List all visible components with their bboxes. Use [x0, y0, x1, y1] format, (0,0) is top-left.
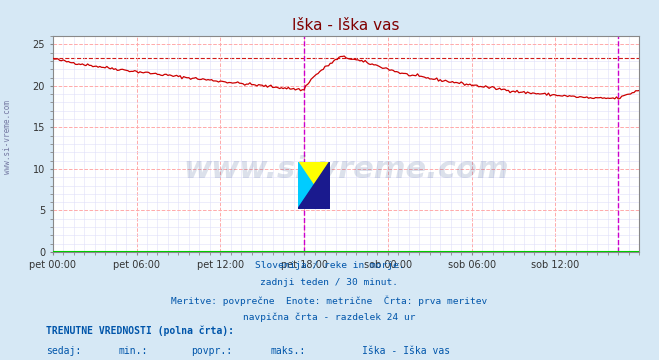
Text: sedaj:: sedaj: [46, 346, 81, 356]
Text: maks.:: maks.: [270, 346, 305, 356]
Title: Iška - Iška vas: Iška - Iška vas [292, 18, 400, 33]
Text: Iška - Iška vas: Iška - Iška vas [362, 346, 451, 356]
Text: Slovenija / reke in morje.: Slovenija / reke in morje. [255, 261, 404, 270]
Bar [298, 162, 314, 185]
Text: zadnji teden / 30 minut.: zadnji teden / 30 minut. [260, 278, 399, 287]
Polygon shape [298, 185, 330, 209]
Bar [298, 185, 314, 209]
Bar [314, 162, 330, 185]
Text: Meritve: povprečne  Enote: metrične  Črta: prva meritev: Meritve: povprečne Enote: metrične Črta:… [171, 296, 488, 306]
Text: www.si-vreme.com: www.si-vreme.com [3, 100, 13, 174]
Bar [314, 185, 330, 209]
Polygon shape [314, 162, 330, 209]
Text: povpr.:: povpr.: [191, 346, 232, 356]
Polygon shape [298, 162, 314, 209]
Text: TRENUTNE VREDNOSTI (polna črta):: TRENUTNE VREDNOSTI (polna črta): [46, 326, 234, 336]
Polygon shape [298, 162, 330, 185]
Text: min.:: min.: [119, 346, 148, 356]
Text: www.si-vreme.com: www.si-vreme.com [183, 156, 509, 184]
Text: navpična črta - razdelek 24 ur: navpična črta - razdelek 24 ur [243, 313, 416, 322]
